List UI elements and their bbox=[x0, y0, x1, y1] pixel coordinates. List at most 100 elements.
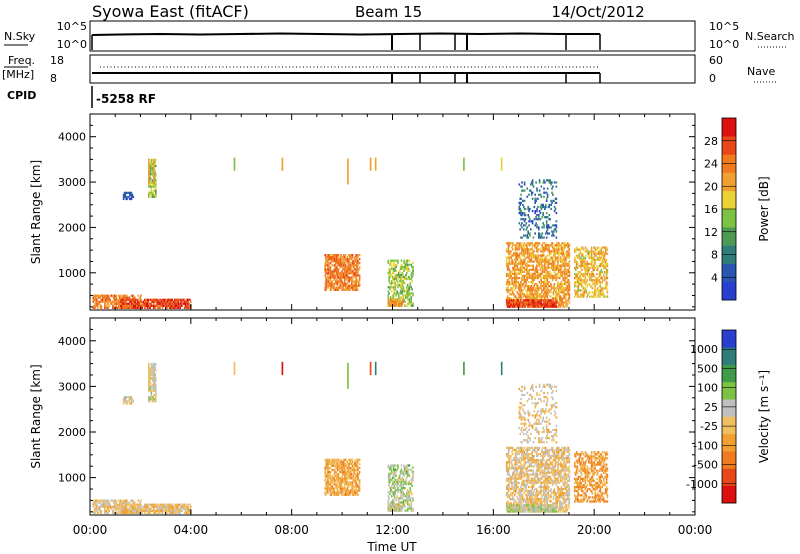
data-cell bbox=[561, 248, 564, 251]
data-cell bbox=[331, 458, 334, 461]
data-cell bbox=[146, 302, 149, 305]
data-cell bbox=[331, 270, 334, 273]
data-cell bbox=[394, 493, 397, 496]
data-cell bbox=[520, 244, 523, 247]
data-cell bbox=[129, 396, 132, 399]
data-cell bbox=[394, 300, 397, 303]
data-cell bbox=[358, 481, 361, 484]
data-cell bbox=[406, 271, 408, 275]
data-cell bbox=[146, 507, 149, 510]
data-cell bbox=[403, 294, 405, 297]
data-cell bbox=[463, 164, 465, 168]
data-cell bbox=[166, 302, 168, 305]
data-cell bbox=[605, 273, 608, 276]
data-cell bbox=[132, 304, 135, 307]
data-cell bbox=[140, 503, 142, 506]
data-cell bbox=[519, 305, 521, 308]
data-cell bbox=[582, 281, 585, 284]
data-cell bbox=[505, 297, 508, 300]
data-cell bbox=[555, 272, 557, 275]
data-cell bbox=[531, 268, 534, 271]
data-cell bbox=[536, 210, 538, 213]
data-cell bbox=[129, 300, 131, 303]
data-cell bbox=[558, 305, 560, 308]
data-cell bbox=[150, 367, 153, 370]
data-cell bbox=[543, 283, 545, 286]
data-cell bbox=[390, 304, 392, 307]
data-cell bbox=[394, 478, 397, 481]
data-cell bbox=[159, 505, 161, 508]
data-cell bbox=[351, 278, 354, 281]
data-cell bbox=[341, 288, 343, 291]
data-cell bbox=[133, 501, 135, 504]
data-cell bbox=[358, 489, 361, 492]
data-cell bbox=[180, 298, 182, 301]
data-cell bbox=[527, 244, 529, 247]
data-cell bbox=[354, 460, 356, 463]
data-cell bbox=[171, 306, 173, 309]
data-cell bbox=[341, 272, 343, 275]
data-cell bbox=[584, 268, 587, 272]
scatter-cluster bbox=[574, 246, 609, 298]
data-cell bbox=[122, 300, 124, 303]
data-cell bbox=[589, 256, 591, 259]
data-cell bbox=[578, 264, 580, 268]
data-cell bbox=[555, 268, 557, 271]
data-cell bbox=[594, 266, 596, 270]
data-cell bbox=[527, 252, 529, 255]
data-cell bbox=[598, 273, 601, 276]
data-cell bbox=[333, 272, 335, 275]
data-cell bbox=[327, 485, 329, 488]
data-cell bbox=[565, 270, 568, 273]
data-cell bbox=[545, 301, 548, 304]
data-cell bbox=[166, 304, 168, 307]
data-cell bbox=[543, 276, 546, 280]
data-cell bbox=[515, 299, 518, 302]
data-cell bbox=[559, 270, 562, 273]
data-cell bbox=[124, 398, 127, 401]
data-cell bbox=[555, 278, 557, 282]
data-cell bbox=[511, 301, 513, 304]
data-cell bbox=[531, 274, 534, 277]
data-cell bbox=[357, 477, 359, 480]
data-cell bbox=[506, 291, 509, 294]
data-cell bbox=[177, 302, 180, 305]
data-cell bbox=[549, 270, 551, 273]
data-cell bbox=[508, 283, 511, 286]
data-cell bbox=[555, 226, 558, 229]
data-cell bbox=[582, 291, 585, 294]
data-cell bbox=[118, 499, 120, 502]
data-cell bbox=[539, 193, 542, 196]
data-cell bbox=[123, 296, 125, 299]
data-cell bbox=[122, 302, 125, 305]
data-cell bbox=[520, 214, 522, 217]
data-cell bbox=[393, 276, 396, 279]
data-cell bbox=[505, 256, 508, 259]
data-cell bbox=[151, 181, 154, 184]
data-cell bbox=[408, 286, 411, 289]
data-cell bbox=[149, 396, 152, 399]
data-cell bbox=[149, 306, 151, 309]
data-cell bbox=[523, 214, 526, 217]
data-cell bbox=[555, 230, 558, 233]
data-cell bbox=[517, 301, 519, 304]
data-cell bbox=[550, 242, 553, 245]
data-cell bbox=[336, 462, 339, 465]
data-cell bbox=[548, 179, 551, 182]
data-cell bbox=[393, 464, 396, 467]
data-cell bbox=[127, 306, 129, 309]
data-cell bbox=[553, 285, 556, 288]
data-cell bbox=[105, 304, 108, 307]
data-cell bbox=[351, 260, 354, 263]
data-cell bbox=[104, 501, 106, 504]
data-cell bbox=[347, 473, 349, 476]
data-cell bbox=[183, 507, 186, 510]
data-cell bbox=[520, 210, 522, 213]
data-cell bbox=[135, 507, 137, 510]
data-cell bbox=[538, 218, 540, 221]
data-cell bbox=[356, 464, 358, 467]
data-cell bbox=[129, 191, 132, 194]
data-cell bbox=[591, 291, 594, 294]
data-cell bbox=[154, 163, 156, 166]
data-cell bbox=[187, 507, 189, 510]
